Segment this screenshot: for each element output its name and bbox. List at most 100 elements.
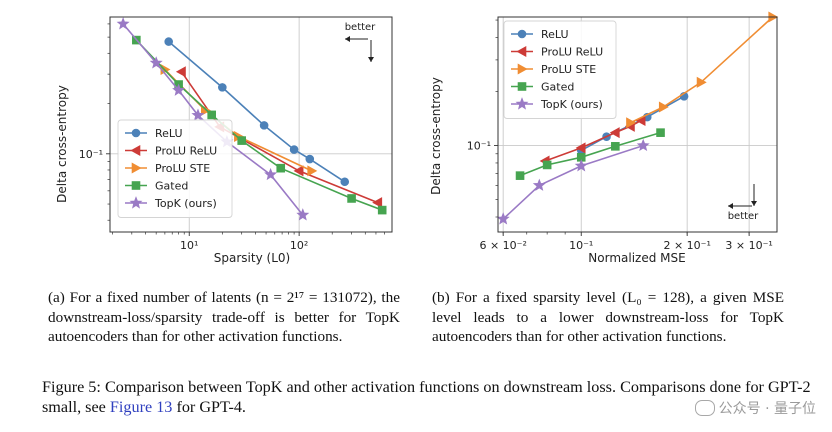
- data-point: [307, 165, 318, 177]
- legend-label: ReLU: [155, 127, 183, 140]
- data-point: [611, 142, 620, 151]
- data-point: [305, 154, 315, 164]
- data-point: [575, 142, 586, 154]
- axes-frame: [497, 16, 778, 233]
- legend-marker: [130, 144, 141, 157]
- legend-label: ProLU ReLU: [155, 145, 217, 158]
- chart-b: Delta cross-entropy Normalized MSE 6 × 1…: [429, 11, 779, 265]
- legend-item: Gated: [125, 180, 188, 193]
- data-point: [515, 171, 525, 180]
- legend-item: ProLU ReLU: [511, 46, 603, 59]
- data-point: [658, 101, 669, 113]
- data-point: [696, 76, 707, 88]
- data-point: [172, 83, 186, 96]
- series-line: [180, 71, 379, 204]
- data-point: [532, 178, 546, 191]
- data-point: [496, 212, 510, 225]
- watermark: 公众号 · 量子位: [694, 398, 816, 418]
- data-point: [289, 145, 299, 154]
- down-arrowhead-icon: [751, 201, 757, 206]
- data-point: [259, 121, 269, 130]
- data-point: [296, 208, 310, 221]
- data-point: [237, 136, 246, 145]
- legend-label: ProLU ReLU: [541, 46, 603, 59]
- legend-label: Gated: [155, 180, 188, 193]
- data-point: [347, 194, 356, 203]
- legend-item: TopK (ours): [125, 196, 217, 210]
- x-tick-label: 10⁻¹: [569, 239, 593, 252]
- legend-item: ProLU ReLU: [125, 145, 217, 158]
- data-point: [377, 205, 387, 215]
- chart-b-xlabel: Normalized MSE: [588, 251, 685, 265]
- legend-label: TopK (ours): [154, 197, 217, 210]
- legend-label: ProLU STE: [155, 162, 210, 175]
- legend: ReLU ProLU ReLU ProLU STE Gated TopK (ours): [117, 119, 233, 218]
- data-point: [149, 56, 163, 69]
- legend-item: Gated: [511, 81, 574, 94]
- series-line: [630, 16, 774, 124]
- wechat-icon: [694, 400, 715, 416]
- legend-label: Gated: [541, 81, 574, 94]
- caption-suffix: for GPT-4.: [176, 398, 246, 416]
- chart-a-ylabel: Delta cross-entropy: [55, 85, 69, 203]
- y-tick-label: 10⁻¹: [467, 140, 491, 153]
- legend-marker: [516, 45, 527, 58]
- data-point: [542, 160, 552, 170]
- series-line: [168, 40, 346, 183]
- series-prolu-ste: [626, 11, 779, 129]
- legend-marker: [131, 162, 142, 174]
- data-point: [626, 117, 637, 129]
- data-point: [293, 165, 304, 177]
- series-gated: [515, 128, 665, 180]
- legend-label: ProLU STE: [541, 63, 596, 76]
- legend-marker: [131, 181, 141, 190]
- watermark-text: 公众号 · 量子位: [718, 401, 816, 417]
- caption-a: (a) For a fixed number of latents (n = 2…: [48, 289, 400, 345]
- data-point: [276, 163, 286, 173]
- legend-box: [117, 119, 233, 218]
- legend-marker: [517, 29, 527, 39]
- legend-item: ProLU STE: [511, 63, 596, 76]
- data-point: [264, 167, 278, 181]
- data-point: [656, 128, 665, 137]
- legend-label: TopK (ours): [540, 98, 603, 111]
- x-tick-label: 2 × 10⁻¹: [663, 239, 710, 252]
- x-tick-label: 10²: [290, 239, 308, 252]
- x-tick-label: 6 × 10⁻²: [479, 239, 526, 252]
- data-point: [116, 17, 130, 30]
- down-arrowhead-icon: [368, 57, 374, 62]
- series-relu: [164, 37, 350, 187]
- better-label: better: [345, 22, 376, 33]
- legend-item: ReLU: [125, 127, 183, 140]
- better-annotation: better: [728, 184, 759, 222]
- caption-b: (b) For a fixed sparsity level (L₀ = 128…: [432, 289, 784, 345]
- legend-item: ProLU STE: [125, 162, 210, 175]
- data-point: [340, 177, 350, 187]
- figure-13-link[interactable]: Figure 13: [109, 398, 173, 416]
- left-arrowhead-icon: [345, 36, 350, 42]
- chart-a: Delta cross-entropy Sparsity (L0) 10¹ 10²…: [55, 16, 393, 265]
- series-line: [502, 144, 644, 220]
- y-tick-label: 10⁻¹: [79, 148, 103, 161]
- legend-marker: [517, 63, 528, 75]
- legend: ReLU ProLU ReLU ProLU STE Gated TopK (ours): [503, 20, 617, 119]
- legend-label: ReLU: [541, 28, 569, 41]
- legend-box: [503, 20, 617, 119]
- figure-caption: Figure 5: Comparison between TopK and ot…: [42, 377, 812, 417]
- legend-marker: [129, 196, 143, 209]
- legend-marker: [515, 97, 529, 110]
- data-point: [636, 138, 650, 152]
- better-label: better: [728, 211, 759, 222]
- axes-frame: [109, 16, 393, 233]
- data-point: [191, 108, 205, 121]
- chart-a-xlabel: Sparsity (L0): [214, 251, 290, 265]
- series-topk-ours-: [496, 138, 650, 225]
- left-arrowhead-icon: [728, 203, 733, 209]
- chart-b-ylabel: Delta cross-entropy: [429, 77, 443, 195]
- legend-item: TopK (ours): [511, 97, 603, 111]
- data-point: [207, 110, 216, 120]
- data-point: [574, 159, 588, 172]
- data-point: [218, 83, 227, 92]
- legend-item: ReLU: [511, 28, 569, 41]
